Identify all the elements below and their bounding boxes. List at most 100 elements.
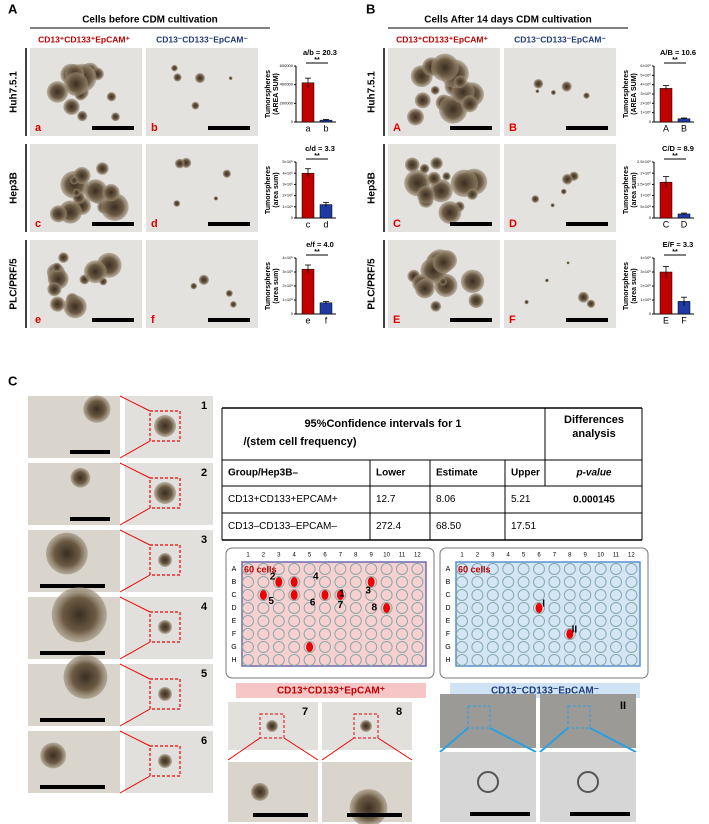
sphere [360, 720, 372, 732]
well [486, 576, 499, 588]
well [594, 563, 607, 575]
well [257, 628, 270, 640]
well [303, 576, 316, 588]
sphere [438, 201, 462, 224]
bar [301, 268, 315, 315]
row-label: C [231, 592, 236, 599]
sphere [58, 252, 69, 263]
col-label: 8 [568, 553, 572, 559]
col-label: 1 [460, 553, 464, 559]
scale-bar [208, 222, 250, 226]
well [486, 589, 499, 601]
row-label: H [231, 657, 236, 664]
scale-bar [92, 222, 134, 226]
well [625, 641, 638, 653]
well [303, 602, 316, 614]
well [242, 628, 254, 640]
y-tick-label: 5×10⁵ [640, 204, 651, 209]
clone [477, 771, 499, 793]
x-tick-label: c [306, 219, 311, 229]
well [411, 615, 424, 627]
col-label: 9 [584, 553, 588, 559]
well [594, 628, 607, 640]
sphere [416, 185, 435, 204]
well [411, 628, 424, 640]
well [257, 576, 270, 588]
y-tick-label: 3×10⁵ [282, 181, 293, 186]
sphere [406, 108, 424, 126]
sphere [63, 98, 80, 116]
scale-bar [450, 318, 492, 322]
well [349, 654, 362, 666]
well [396, 589, 408, 601]
well [242, 576, 254, 588]
y-axis-label: Tumorspheres [623, 262, 630, 310]
well [548, 563, 561, 575]
x-tick-label: C [663, 219, 670, 229]
column-header: Lower [376, 468, 406, 479]
chart-title: a/b = 20.3 [303, 48, 337, 57]
well [594, 589, 607, 601]
well [517, 654, 530, 666]
significance: ** [672, 249, 678, 256]
zoom-line [119, 596, 151, 613]
zoom-line [119, 507, 151, 526]
sphere [63, 654, 108, 699]
y-tick-label: 5×10⁶ [640, 72, 651, 77]
well [456, 615, 468, 627]
column-header: p-value [575, 468, 611, 479]
image-letter: d [151, 218, 158, 230]
well [288, 654, 301, 666]
well [380, 563, 393, 575]
well [396, 576, 408, 588]
scale-bar [450, 126, 492, 130]
row-label: G [231, 644, 236, 651]
zoom-line [119, 462, 151, 479]
well [334, 615, 347, 627]
well [594, 641, 607, 653]
sphere [46, 81, 69, 103]
well [319, 615, 331, 627]
well [303, 563, 316, 575]
well [486, 628, 499, 640]
column-header: CD13⁻CD133⁻EpCAM⁻ [156, 34, 248, 44]
well [594, 576, 607, 588]
well [563, 563, 576, 575]
scale-bar [40, 718, 105, 722]
sphere-number: 3 [365, 586, 371, 597]
sphere-number: 2 [270, 571, 276, 582]
well [610, 641, 622, 653]
panel-letter: A [8, 1, 18, 16]
well [563, 641, 576, 653]
sphere [198, 274, 210, 285]
sphere [550, 90, 556, 96]
well [257, 589, 270, 601]
sphere [222, 169, 231, 178]
well [349, 615, 362, 627]
sphere-number: 4 [313, 571, 319, 582]
y-tick-label: 600000 [280, 63, 294, 68]
well [594, 654, 607, 666]
well [396, 602, 408, 614]
y-axis-label: Tumorspheres [265, 166, 272, 214]
well [349, 641, 362, 653]
well [257, 615, 270, 627]
well [242, 589, 254, 601]
scale-bar [40, 785, 105, 789]
well [579, 628, 592, 640]
sphere [47, 282, 62, 297]
y-tick-label: 5×10⁵ [282, 159, 293, 164]
well [548, 654, 561, 666]
zoom-line [321, 737, 355, 761]
x-tick-label: a [305, 123, 310, 133]
zoom-box [149, 477, 181, 509]
row-label: E [232, 618, 237, 625]
row-label: F [446, 631, 450, 638]
scale-bar [92, 318, 134, 322]
scale-bar [570, 812, 630, 816]
sphere [586, 299, 596, 308]
scale-bar [347, 813, 402, 817]
well [272, 602, 285, 614]
sphere-number: 2 [201, 467, 207, 479]
